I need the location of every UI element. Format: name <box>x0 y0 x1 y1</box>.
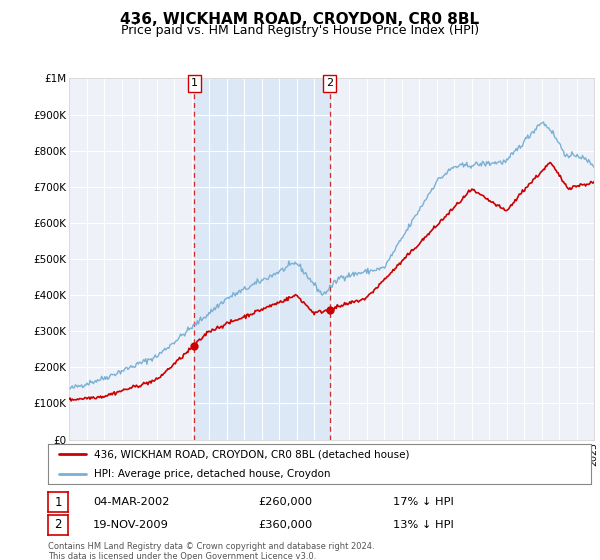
Text: 13% ↓ HPI: 13% ↓ HPI <box>393 520 454 530</box>
Text: 436, WICKHAM ROAD, CROYDON, CR0 8BL: 436, WICKHAM ROAD, CROYDON, CR0 8BL <box>121 12 479 27</box>
Text: 2: 2 <box>326 78 333 88</box>
Text: 436, WICKHAM ROAD, CROYDON, CR0 8BL (detached house): 436, WICKHAM ROAD, CROYDON, CR0 8BL (det… <box>94 449 410 459</box>
Text: 1: 1 <box>191 78 198 88</box>
Text: £260,000: £260,000 <box>258 497 312 507</box>
Text: 1: 1 <box>55 496 62 509</box>
Text: £360,000: £360,000 <box>258 520 312 530</box>
Text: HPI: Average price, detached house, Croydon: HPI: Average price, detached house, Croy… <box>94 469 331 479</box>
Text: 17% ↓ HPI: 17% ↓ HPI <box>393 497 454 507</box>
Text: Price paid vs. HM Land Registry's House Price Index (HPI): Price paid vs. HM Land Registry's House … <box>121 24 479 36</box>
Text: 04-MAR-2002: 04-MAR-2002 <box>93 497 169 507</box>
Text: 19-NOV-2009: 19-NOV-2009 <box>93 520 169 530</box>
Text: 2: 2 <box>55 518 62 531</box>
Text: Contains HM Land Registry data © Crown copyright and database right 2024.
This d: Contains HM Land Registry data © Crown c… <box>48 542 374 560</box>
Bar <box>194 78 329 440</box>
